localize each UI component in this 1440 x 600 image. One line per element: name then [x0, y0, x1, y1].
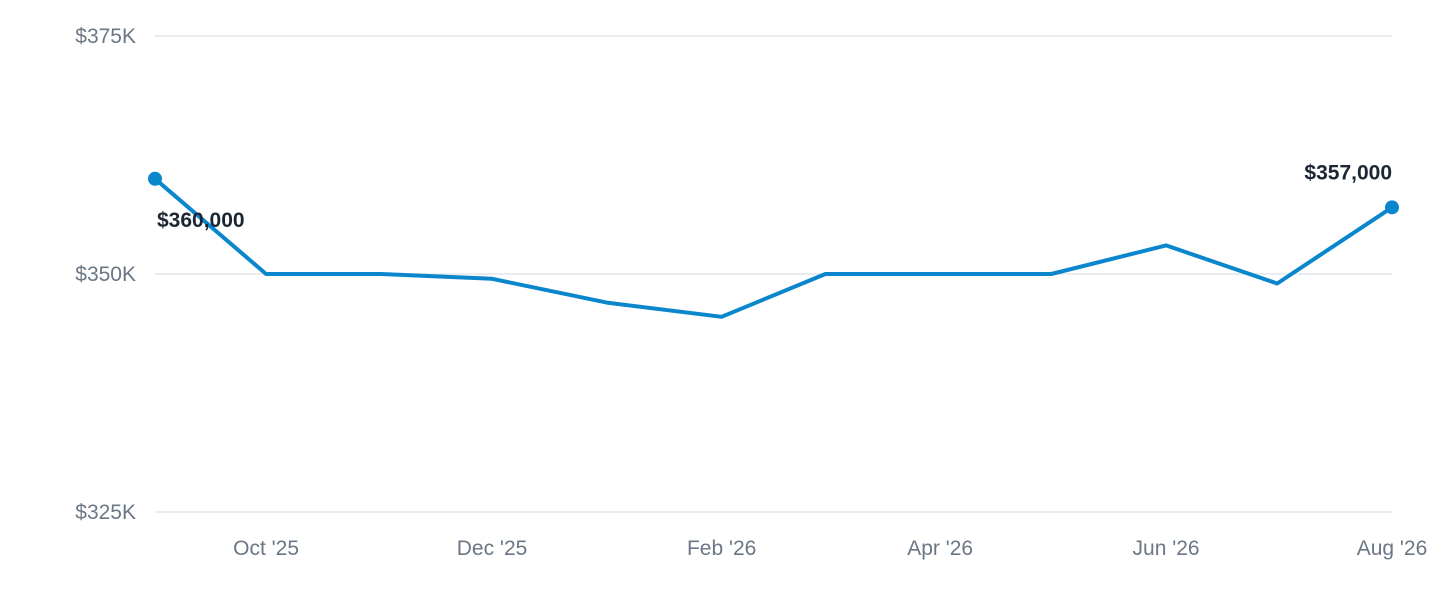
x-tick-label: Aug '26	[1357, 537, 1428, 560]
data-point[interactable]	[1385, 200, 1399, 215]
data-labels: $360,000 $357,000	[157, 161, 1392, 231]
x-axis-ticks: Oct '25 Dec '25 Feb '26 Apr '26 Jun '26 Aug '…	[233, 537, 1427, 560]
data-point[interactable]	[148, 171, 162, 186]
x-tick-label: Feb '26	[687, 537, 756, 560]
x-tick-label: Apr '26	[907, 537, 973, 560]
y-tick-label: $375K	[75, 25, 136, 48]
data-label: $357,000	[1304, 161, 1392, 184]
x-tick-label: Dec '25	[457, 537, 528, 560]
series-layer	[148, 171, 1399, 319]
y-tick-label: $350K	[75, 263, 136, 286]
data-label: $360,000	[157, 209, 245, 232]
x-tick-label: Oct '25	[233, 537, 299, 560]
x-tick-label: Jun '26	[1133, 537, 1200, 560]
y-axis-ticks: $375K $350K $325K	[75, 25, 136, 524]
series-line	[153, 176, 1394, 319]
y-tick-label: $325K	[75, 501, 136, 524]
